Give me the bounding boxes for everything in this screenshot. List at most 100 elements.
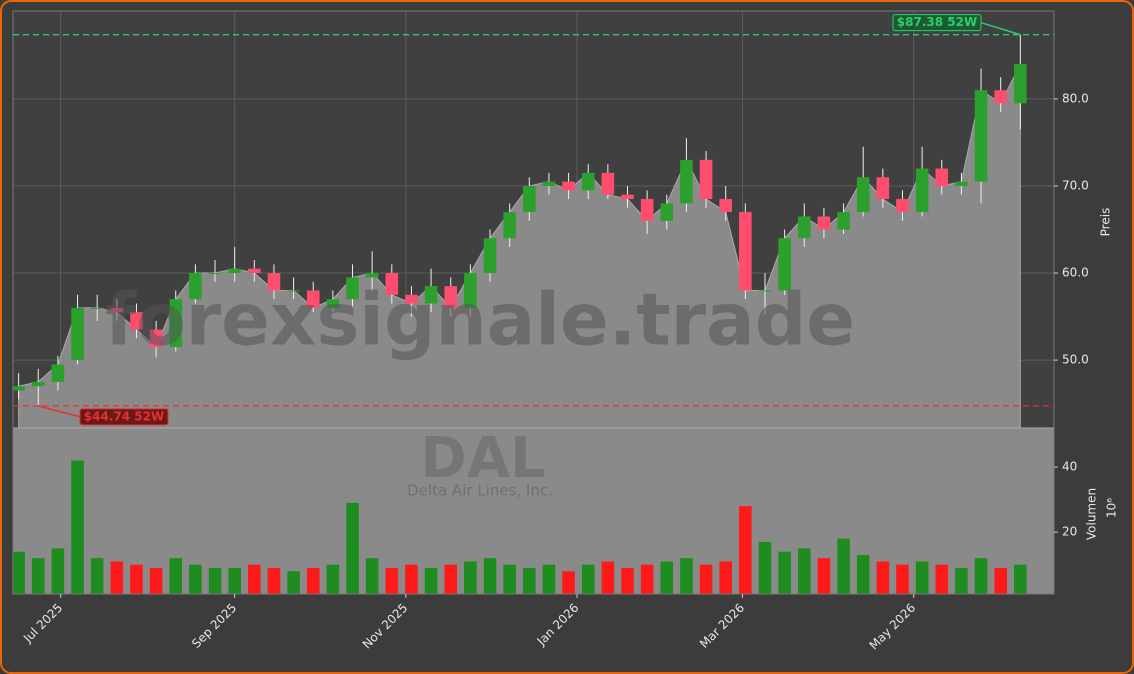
volume-bar [699,564,713,594]
volume-bar [778,551,791,594]
y-tick-label: 50.0 [1062,353,1089,367]
candle-body [71,307,84,361]
company: Delta Air Lines, Inc. [407,482,553,500]
candle-body [12,386,25,391]
volume-bar [110,561,124,594]
plot-border [12,10,1055,595]
volume-bar [385,567,399,594]
annotation-arrow [38,405,81,418]
candle-body [464,273,477,308]
candle-body [915,168,929,213]
annotation-label: $44.74 52W [84,409,164,423]
volume-bar [51,548,65,594]
candle-body [601,172,615,195]
candle-body [680,159,693,204]
candle-body [817,216,831,230]
volume-axis-label: Volumen [1085,488,1099,540]
volume-bar [837,538,850,594]
candle-body [189,273,202,300]
candle-body [51,364,65,382]
candle-body [110,307,124,313]
candle-body [130,312,143,330]
candle-body [856,177,870,213]
volume-bar [856,554,870,594]
candle-body [503,212,516,239]
volume-bar [346,502,359,594]
volume-bar [424,567,438,594]
volume-bar [208,567,222,594]
volume-bar [503,564,516,594]
volume-bar [326,564,340,594]
candle-body [208,273,222,275]
volume-tick-label: 40 [1062,460,1077,474]
y-axis-label: Preis [1099,208,1113,237]
annotation-box [79,408,169,426]
volume-bar [483,558,497,594]
symbol: DAL [420,426,546,491]
volume-bar [935,564,949,594]
volume-bar [719,561,732,594]
candle-body [581,172,595,191]
watermark: forexsignale.trade [105,278,855,362]
candle-body [974,90,988,182]
volume-bar [130,564,143,594]
candle-body [405,294,418,304]
volume-bar [12,551,25,594]
volume-bar [974,558,988,594]
candle-body [758,290,772,292]
candle-body [90,307,104,309]
volume-bar [287,571,300,594]
candle-body [778,238,791,291]
volume-bar [817,558,831,594]
candle-body [444,286,458,308]
volume-bar [228,567,241,594]
candle-body [326,299,340,308]
volume-bar [797,548,811,594]
candle-body [149,329,163,348]
candle-body [542,181,556,186]
candle-body [935,168,949,186]
volume-bar [189,564,202,594]
annotation-label: $87.38 52W [897,15,977,29]
candle-body [287,290,300,292]
candle-body [523,185,536,213]
volume-bar [464,561,477,594]
candle-body [640,199,654,221]
candle-body [31,381,45,387]
volume-bar [660,561,674,594]
candle-body [483,238,497,274]
volume-bar [601,561,615,594]
volume-exponent: 10⁶ [1105,498,1119,518]
candle-body [267,273,281,291]
volume-bar [405,564,418,594]
volume-bar [31,558,45,594]
volume-bar [758,541,772,594]
volume-tick-label: 20 [1062,525,1077,539]
candle-body [228,268,241,274]
candle-body [365,273,379,278]
volume-bar [71,460,84,594]
volume-bar [365,558,379,594]
volume-bar [621,567,634,594]
volume-bar [896,564,909,594]
volume-bar [640,564,654,594]
volume-bar [523,567,536,594]
volume-bar [542,564,556,594]
candle-body [424,286,438,304]
candle-body [797,216,811,239]
candle-body [1014,64,1027,104]
volume-bar [994,567,1007,594]
volume-bar [90,558,104,594]
volume-bar [680,558,693,594]
y-tick-label: 70.0 [1062,178,1089,192]
candle-body [660,203,674,221]
annotation-arrow [980,21,1021,36]
volume-bar [581,564,595,594]
candle-body [739,212,752,291]
volume-bar [267,567,281,594]
candle-body [169,299,183,348]
candle-body [562,181,575,191]
candle-body [896,199,909,213]
y-tick-label: 80.0 [1062,91,1089,105]
candle-body [994,90,1007,104]
